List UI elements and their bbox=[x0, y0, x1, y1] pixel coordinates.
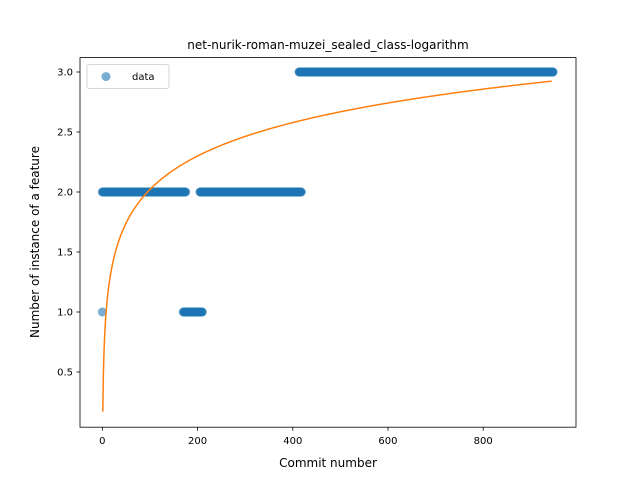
y-axis-label: Number of instance of a feature bbox=[28, 146, 42, 338]
y-tick-label: 1.5 bbox=[57, 248, 73, 259]
data-point bbox=[197, 307, 207, 317]
data-point bbox=[548, 67, 558, 77]
data-point bbox=[97, 307, 107, 317]
data-series bbox=[97, 67, 558, 317]
y-tick-label: 0.5 bbox=[57, 368, 73, 379]
x-tick-label: 200 bbox=[188, 436, 207, 447]
data-point bbox=[181, 187, 191, 197]
y-tick-label: 2.5 bbox=[57, 128, 73, 139]
y-axis: 0.5 1.0 1.5 2.0 2.5 3.0 bbox=[57, 68, 80, 379]
x-tick-label: 800 bbox=[474, 436, 493, 447]
x-axis: 0 200 400 600 800 bbox=[99, 427, 493, 447]
x-tick-label: 0 bbox=[99, 436, 105, 447]
x-axis-label: Commit number bbox=[279, 456, 377, 470]
legend-marker bbox=[101, 72, 111, 82]
legend-label: data bbox=[132, 72, 155, 83]
plot-frame bbox=[79, 57, 577, 428]
chart-title: net-nurik-roman-muzei_sealed_class-logar… bbox=[187, 38, 468, 52]
y-tick-label: 2.0 bbox=[57, 188, 73, 199]
y-tick-label: 1.0 bbox=[57, 308, 73, 319]
x-tick-label: 400 bbox=[283, 436, 302, 447]
data-point bbox=[296, 187, 306, 197]
legend: data bbox=[86, 64, 170, 89]
x-tick-label: 600 bbox=[378, 436, 397, 447]
legend-box bbox=[86, 64, 170, 89]
y-tick-label: 3.0 bbox=[57, 68, 73, 79]
fit-line bbox=[102, 80, 552, 412]
